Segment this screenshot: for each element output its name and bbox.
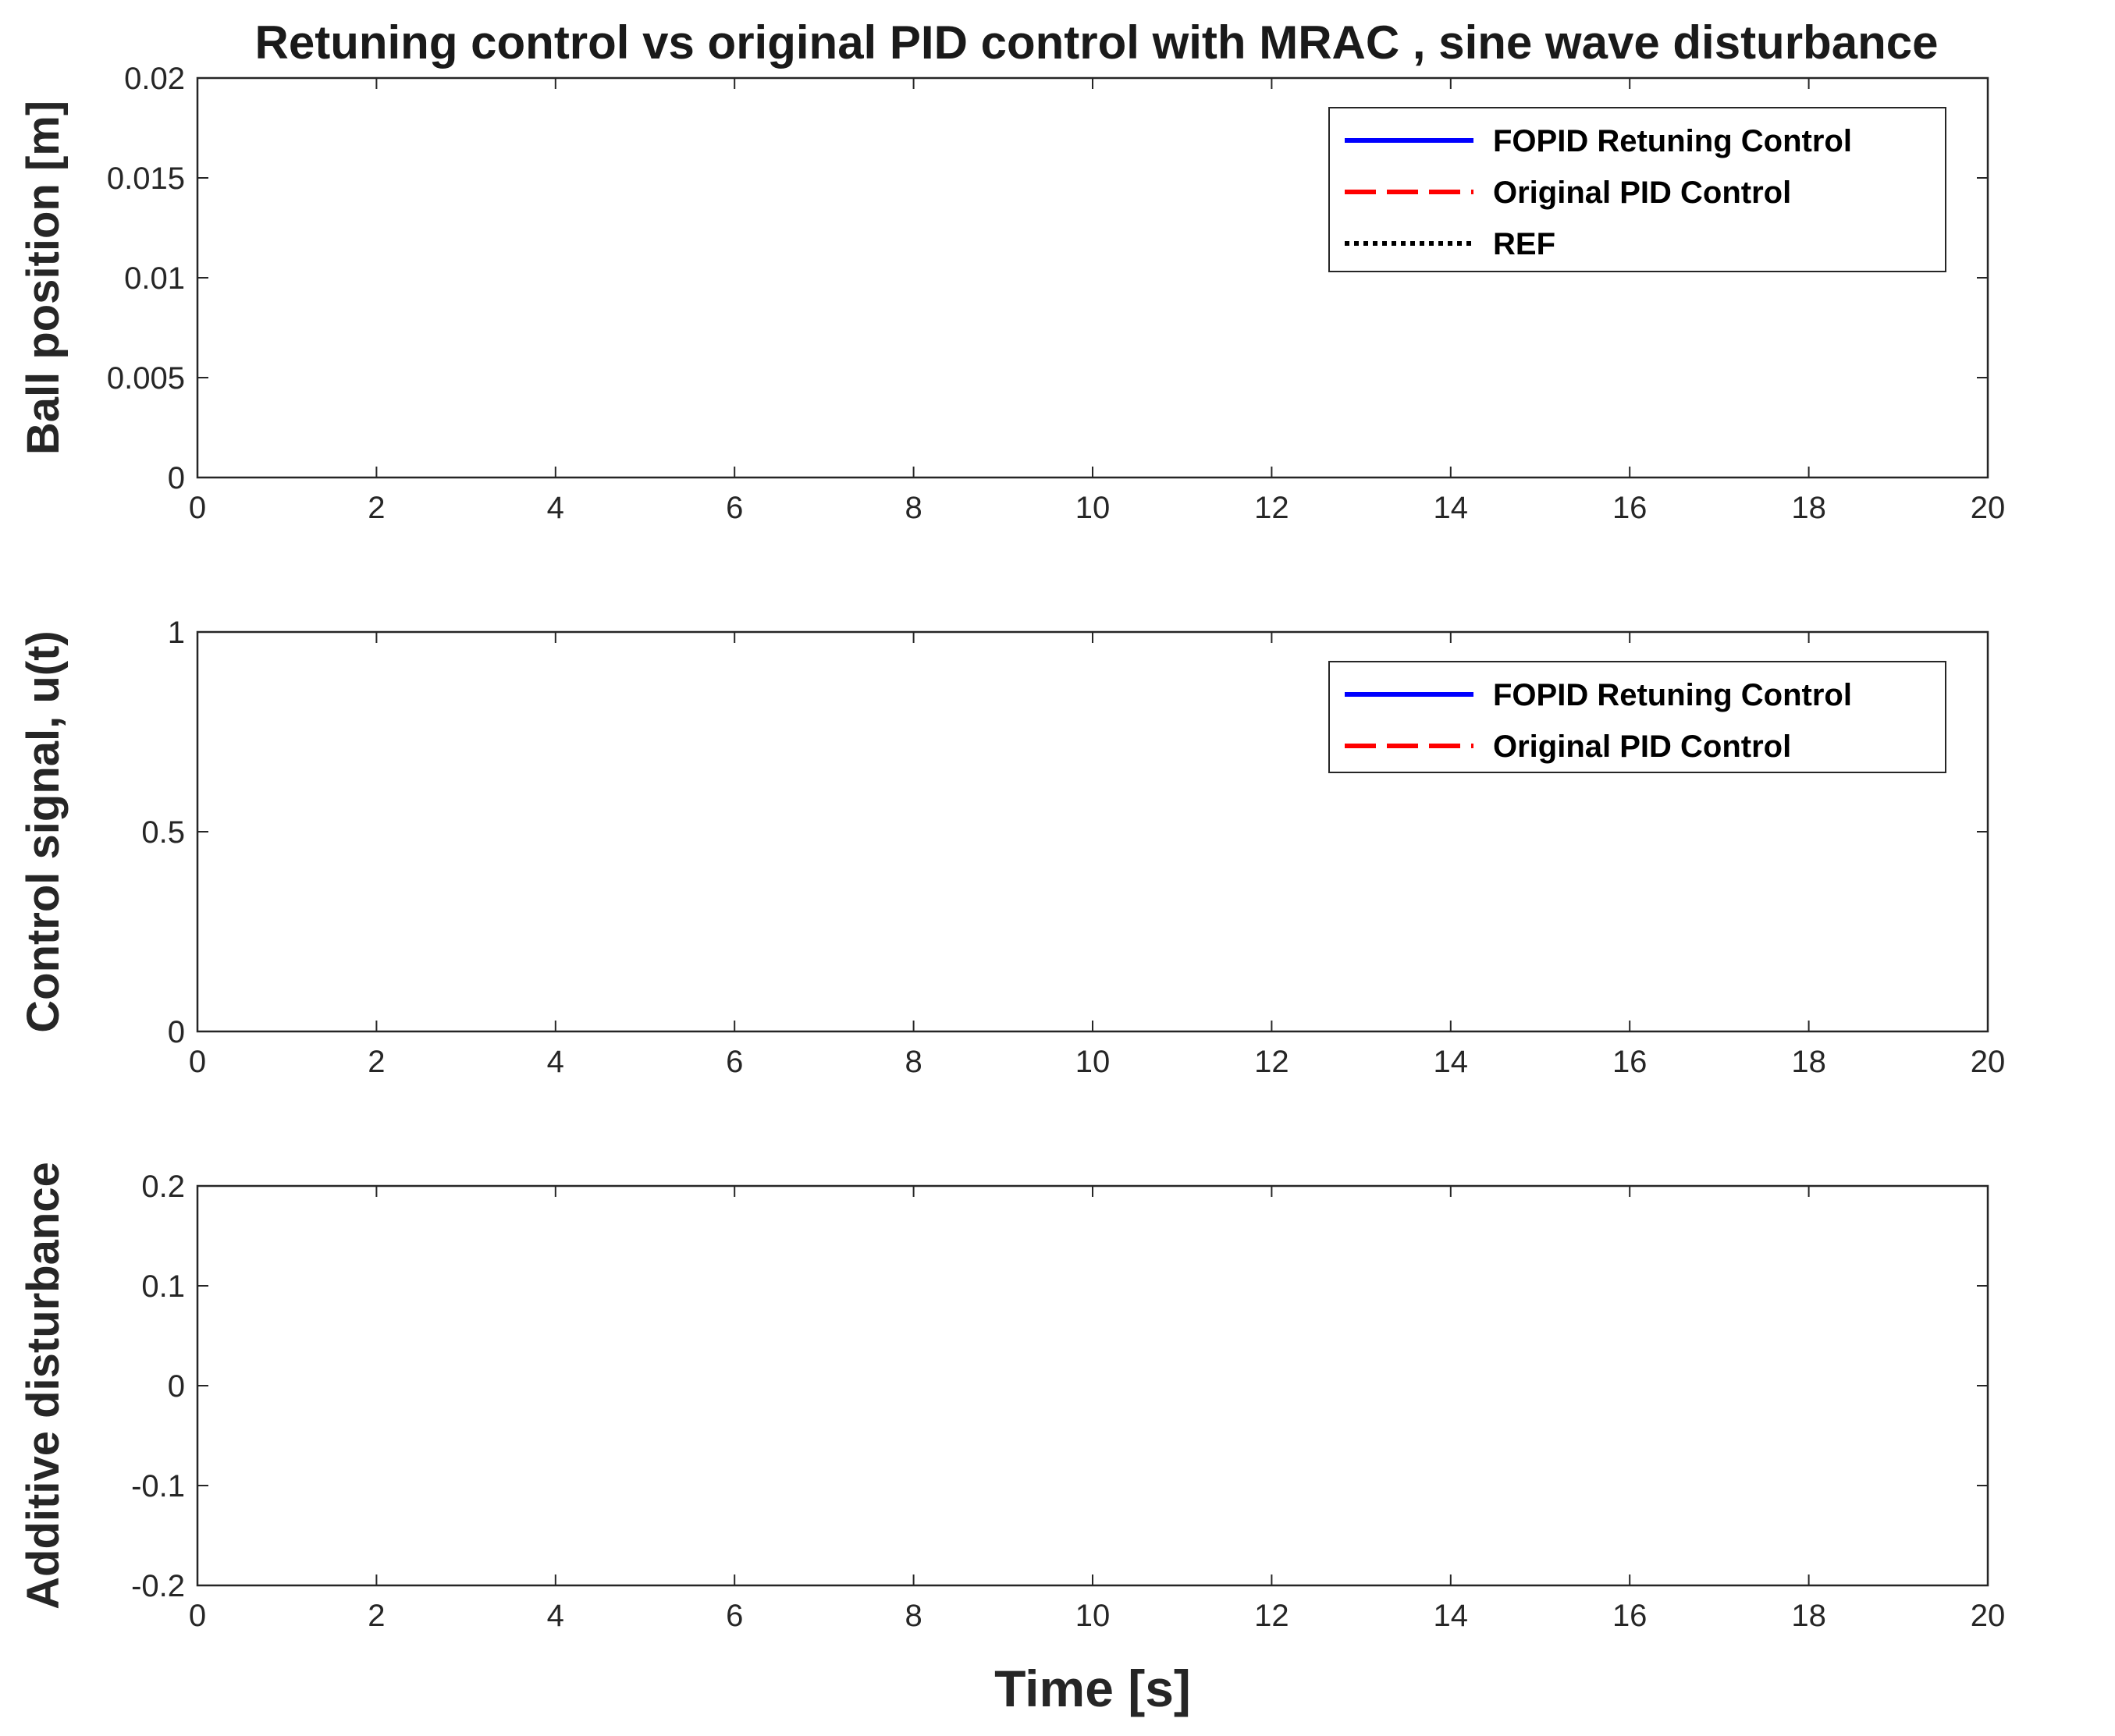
legend-entry: REF: [1493, 227, 1555, 261]
x-tick-label: 16: [1612, 1045, 1648, 1079]
y-axis-label: Control signal, u(t): [18, 630, 69, 1033]
x-tick-label: 4: [547, 1599, 564, 1633]
x-tick-label: 12: [1254, 1599, 1289, 1633]
x-tick-label: 0: [189, 1045, 206, 1079]
x-tick-label: 6: [726, 1599, 743, 1633]
x-tick-label: 0: [189, 1599, 206, 1633]
chart-2: 0 2 4 6 8 10 12 14 16 18 20 0 0.5 1 Control signal, u(…: [18, 616, 2005, 1079]
legend: FOPID Retuning Control Original PID Contr…: [1328, 661, 1946, 773]
y-tick-label: 0.2: [141, 1170, 185, 1204]
legend-entry: FOPID Retuning Control: [1493, 124, 1852, 158]
x-tick-label: 10: [1075, 1045, 1111, 1079]
x-tick-label: 20: [1971, 491, 2006, 525]
x-tick-label: 16: [1612, 1599, 1648, 1633]
y-tick-label: 0: [168, 1015, 185, 1049]
y-tick-label: -0.1: [131, 1469, 185, 1503]
y-tick-label: -0.2: [131, 1569, 185, 1603]
x-tick-label: 10: [1075, 1599, 1111, 1633]
x-tick-label: 20: [1971, 1599, 2006, 1633]
x-tick-label: 6: [726, 1045, 743, 1079]
x-tick-label: 8: [905, 1599, 922, 1633]
x-tick-label: 0: [189, 491, 206, 525]
x-axis-label: Time [s]: [994, 1660, 1191, 1717]
x-tick-label: 18: [1791, 1045, 1826, 1079]
y-tick-label: 0.1: [141, 1269, 185, 1304]
x-tick-label: 16: [1612, 491, 1648, 525]
axes-frame: [196, 1184, 1989, 1587]
x-tick-label: 14: [1434, 1045, 1469, 1079]
legend-box: [1328, 661, 1946, 773]
legend-entry: Original PID Control: [1493, 176, 1791, 210]
y-tick-label: 0: [168, 1369, 185, 1404]
y-tick-label: 0.01: [124, 261, 185, 296]
y-tick-label: 1: [168, 616, 185, 650]
x-tick-label: 6: [726, 491, 743, 525]
x-tick-label: 2: [368, 491, 385, 525]
x-tick-label: 4: [547, 491, 564, 525]
x-tick-label: 18: [1791, 1599, 1826, 1633]
y-tick-label: 0.5: [141, 815, 185, 850]
y-tick-label: 0: [168, 461, 185, 495]
legend: FOPID Retuning Control Original PID Contr…: [1328, 107, 1946, 272]
figure-title: Retuning control vs original PID control…: [255, 16, 1939, 69]
legend-entry: FOPID Retuning Control: [1493, 678, 1852, 712]
x-tick-label: 12: [1254, 491, 1289, 525]
x-tick-label: 4: [547, 1045, 564, 1079]
x-tick-label: 2: [368, 1045, 385, 1079]
charts-container: 0 2 4 6 8 10 12 14 16 18 2000.0050.010.0150.02Ball…: [18, 62, 2005, 1717]
x-tick-label: 12: [1254, 1045, 1289, 1079]
x-tick-label: 14: [1434, 1599, 1469, 1633]
y-axis-label: Additive disturbance: [18, 1162, 69, 1610]
x-tick-label: 8: [905, 1045, 922, 1079]
x-tick-label: 10: [1075, 491, 1111, 525]
x-tick-label: 14: [1434, 491, 1469, 525]
x-tick-label: 20: [1971, 1045, 2006, 1079]
x-tick-label: 2: [368, 1599, 385, 1633]
y-axis-label: Ball position [m]: [18, 101, 69, 455]
y-tick-label: 0.005: [107, 361, 185, 396]
y-tick-label: 0.015: [107, 162, 185, 196]
chart-1: 0 2 4 6 8 10 12 14 16 18 20 0 0.005 0.01 0.015 0.02 Ball…: [18, 62, 2005, 525]
legend-entry: Original PID Control: [1493, 730, 1791, 764]
x-tick-label: 18: [1791, 491, 1826, 525]
y-tick-label: 0.02: [124, 62, 185, 96]
chart-3: 0 2 4 6 8 10 12 14 16 18 20 -0.2 -0.1 0 0.1 0.2 Additive…: [18, 1162, 2005, 1717]
x-tick-label: 8: [905, 491, 922, 525]
